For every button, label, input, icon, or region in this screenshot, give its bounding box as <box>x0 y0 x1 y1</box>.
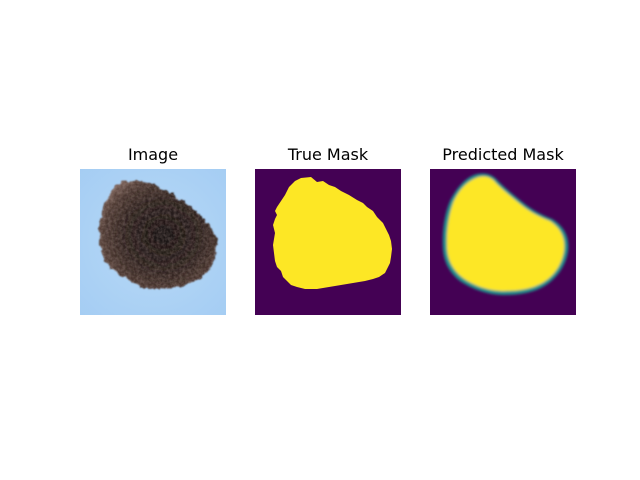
true-mask-panel-title: True Mask <box>287 145 369 164</box>
true-mask-region <box>273 177 392 289</box>
true-mask-image <box>255 169 401 315</box>
predicted-mask-image <box>430 169 576 315</box>
skin-lesion-image <box>80 169 226 315</box>
image-panel-title: Image <box>127 145 179 164</box>
predicted-mask-region <box>442 173 569 295</box>
predicted-mask-panel-title: Predicted Mask <box>442 145 564 164</box>
